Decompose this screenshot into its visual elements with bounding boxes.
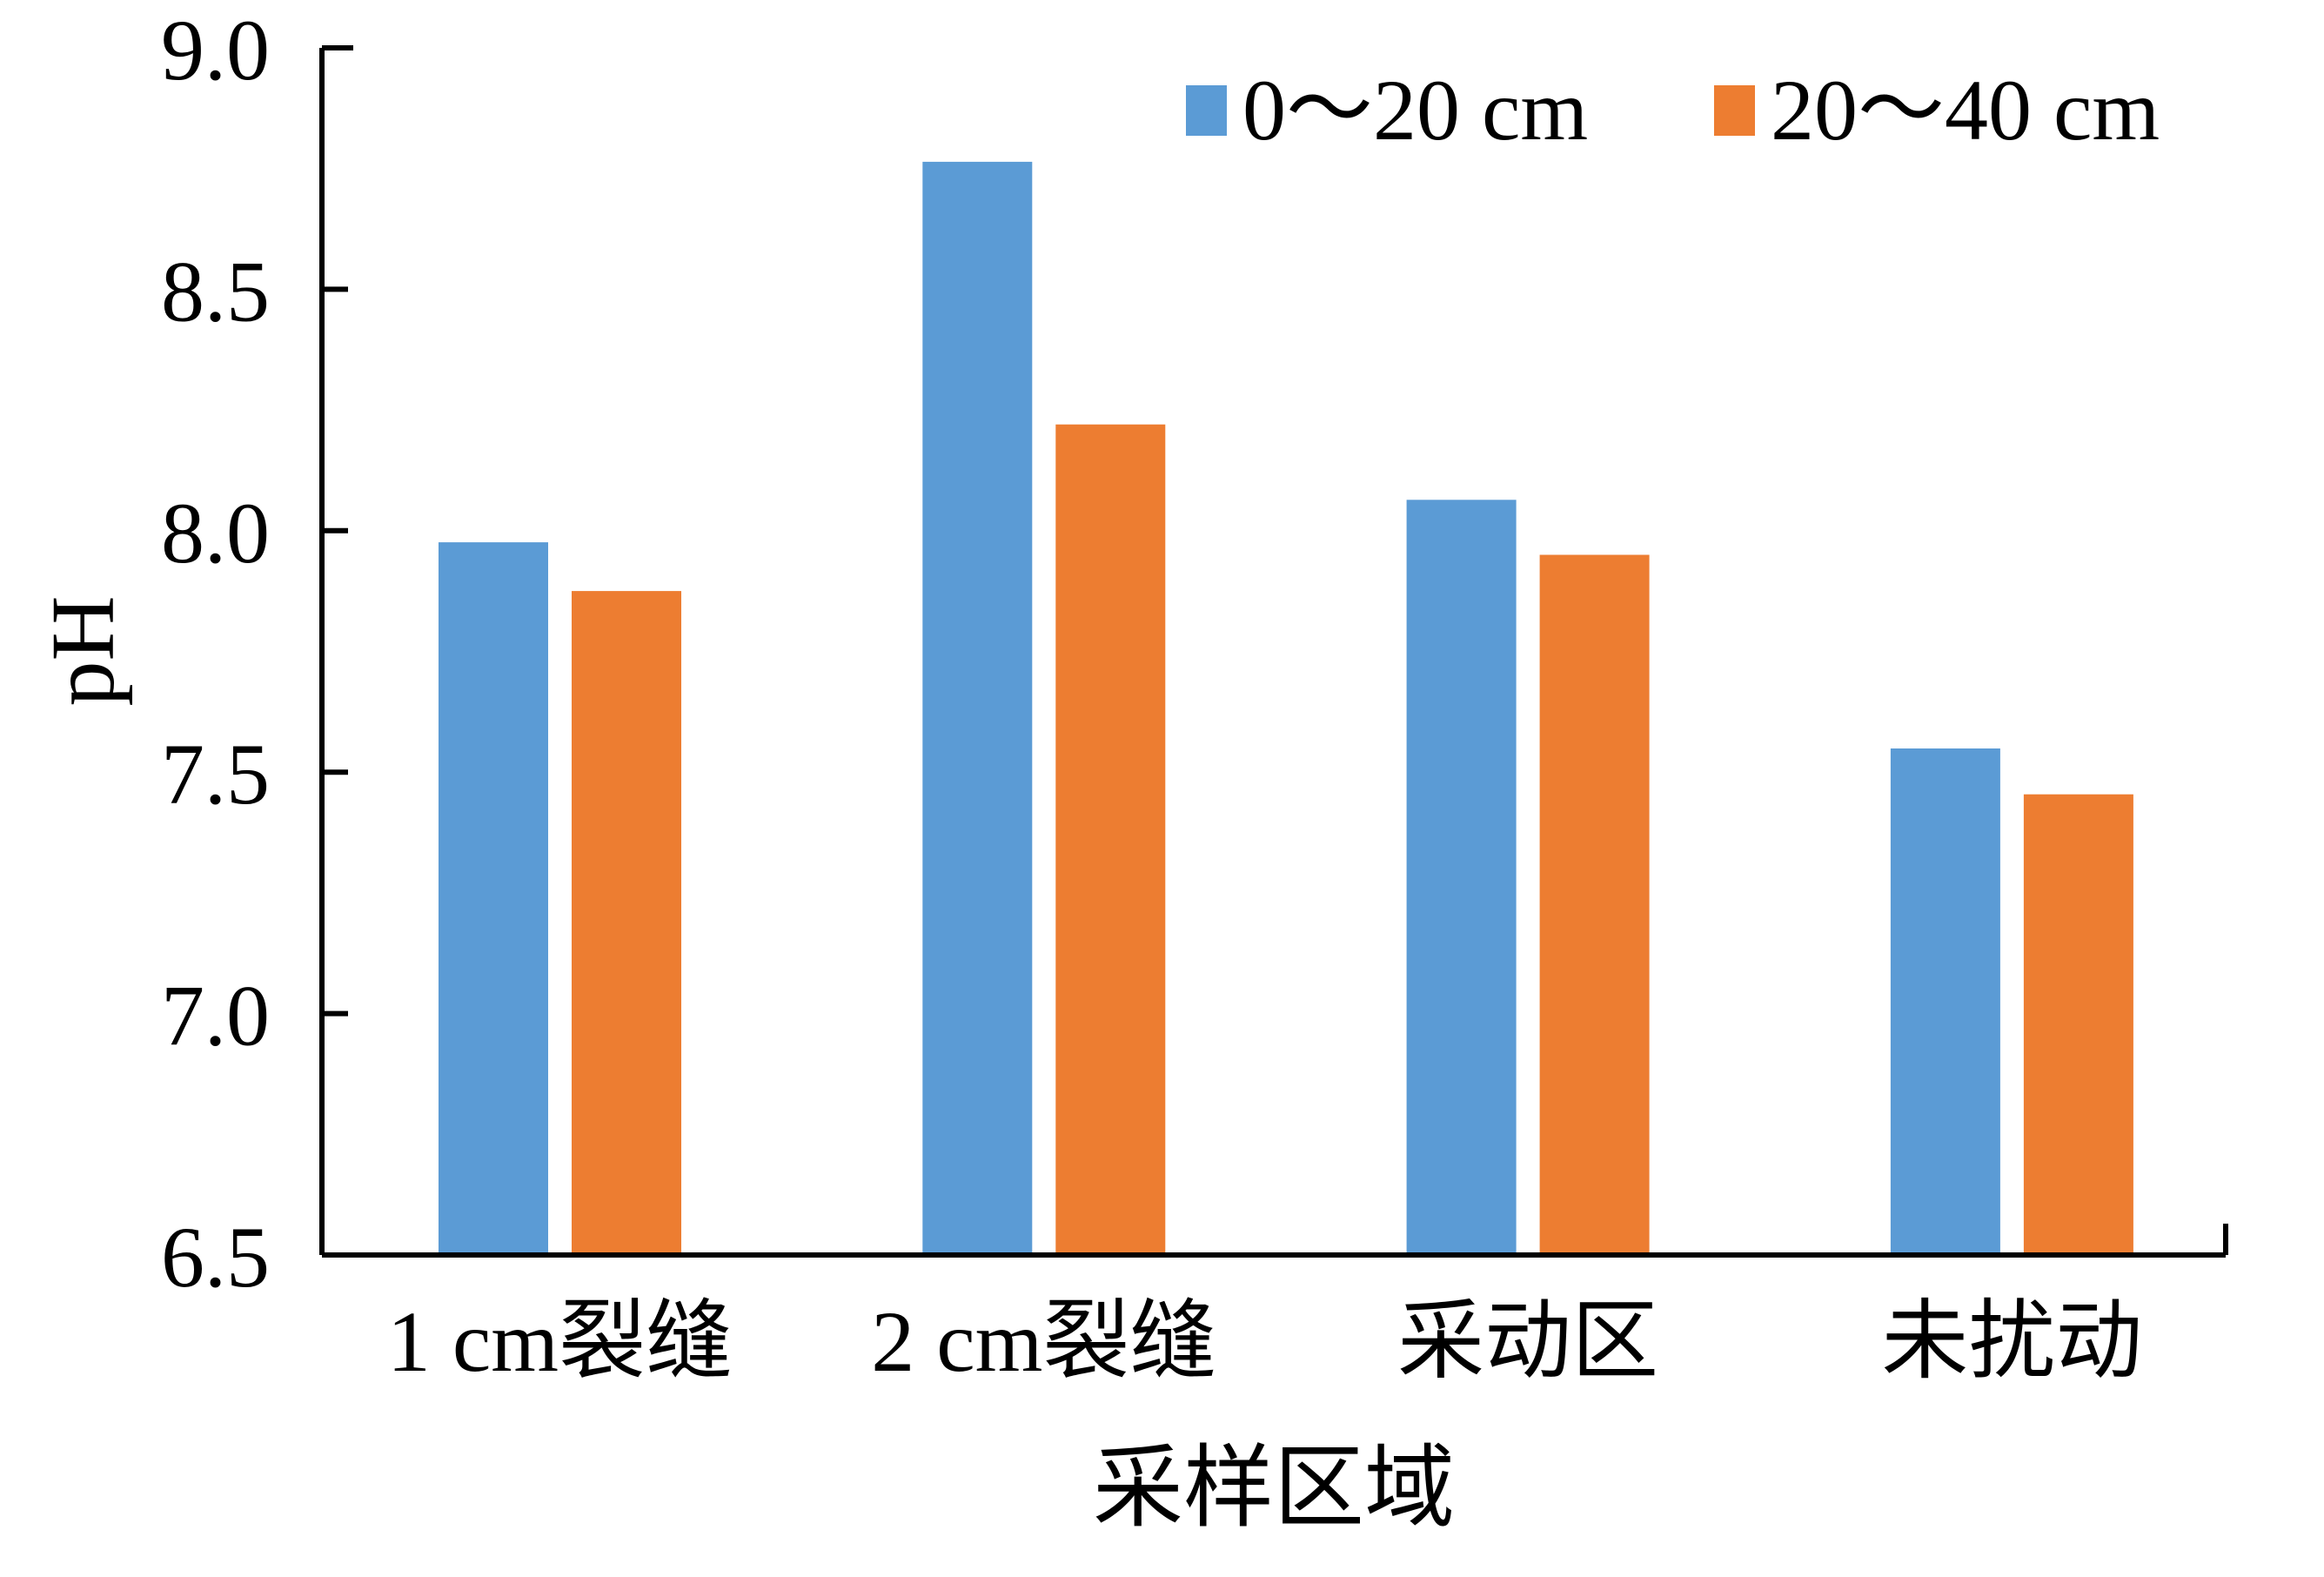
svg-text:0～20 cm: 0～20 cm [1242, 62, 1588, 158]
svg-text:6.5: 6.5 [161, 1209, 270, 1305]
svg-text:1 cm裂缝: 1 cm裂缝 [387, 1293, 733, 1390]
svg-text:9.0: 9.0 [161, 2, 270, 98]
svg-text:pH: pH [33, 595, 133, 706]
svg-text:8.5: 8.5 [161, 243, 270, 339]
svg-text:采样区域: 采样区域 [1093, 1439, 1455, 1539]
svg-text:采动区: 采动区 [1397, 1293, 1658, 1390]
svg-text:2 cm裂缝: 2 cm裂缝 [871, 1293, 1216, 1390]
svg-text:20～40 cm: 20～40 cm [1771, 62, 2160, 158]
svg-text:7.0: 7.0 [161, 968, 270, 1064]
svg-text:未扰动: 未扰动 [1881, 1293, 2142, 1390]
svg-text:8.0: 8.0 [161, 485, 270, 581]
svg-text:7.5: 7.5 [161, 726, 270, 822]
